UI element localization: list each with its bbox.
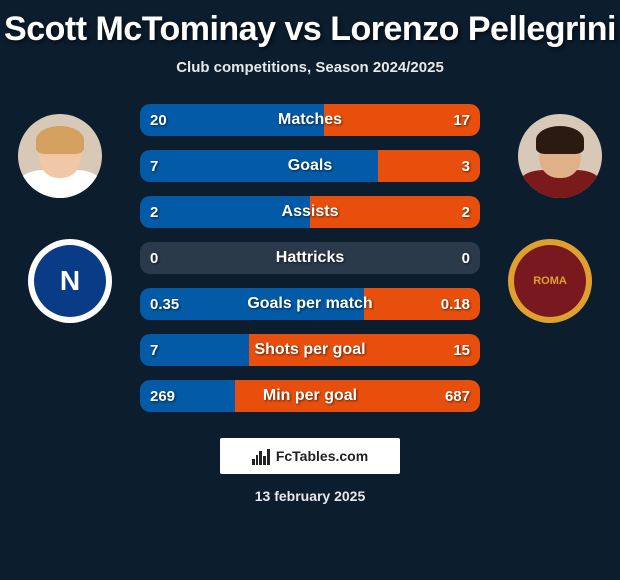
club-letter-left: N <box>60 265 80 297</box>
watermark: FcTables.com <box>220 438 400 474</box>
stat-value-left: 7 <box>150 158 158 175</box>
bars-icon <box>252 447 270 465</box>
club-badge-right: ROMA <box>508 239 592 323</box>
stat-row: 269 Min per goal 687 <box>140 380 480 412</box>
stat-row: 0.35 Goals per match 0.18 <box>140 288 480 320</box>
avatar-hair <box>536 126 584 154</box>
player-right-avatar <box>518 114 602 198</box>
stat-label: Min per goal <box>263 387 357 405</box>
stat-label: Hattricks <box>276 249 344 267</box>
stats-area: N ROMA 20Matches177Goals32Assists20Hattr… <box>0 104 620 412</box>
avatar-hair <box>36 126 84 154</box>
stat-value-right: 687 <box>445 388 470 405</box>
stat-value-left: 0 <box>150 250 158 267</box>
stat-value-right: 15 <box>453 342 470 359</box>
stat-value-right: 3 <box>462 158 470 175</box>
stat-label: Matches <box>278 111 342 129</box>
subtitle: Club competitions, Season 2024/2025 <box>0 59 620 76</box>
stat-row: 2 Assists 2 <box>140 196 480 228</box>
stat-row: 7 Shots per goal 15 <box>140 334 480 366</box>
stat-rows: 20Matches177Goals32Assists20Hattricks00.… <box>140 104 480 412</box>
date-text: 13 february 2025 <box>0 488 620 504</box>
player-left-avatar <box>18 114 102 198</box>
stat-value-left: 0.35 <box>150 296 179 313</box>
club-badge-left-inner: N <box>34 245 106 317</box>
stat-label: Shots per goal <box>254 341 365 359</box>
page-title: Scott McTominay vs Lorenzo Pellegrini <box>0 0 620 49</box>
stat-row: 7 Goals 3 <box>140 150 480 182</box>
stat-row: 20 Matches 17 <box>140 104 480 136</box>
watermark-text: FcTables.com <box>276 448 368 464</box>
stat-value-right: 2 <box>462 204 470 221</box>
stat-value-left: 2 <box>150 204 158 221</box>
club-badge-left: N <box>28 239 112 323</box>
stat-label: Goals per match <box>247 295 372 313</box>
stat-value-right: 17 <box>453 112 470 129</box>
club-letter-right: ROMA <box>533 275 567 287</box>
club-badge-right-inner: ROMA <box>514 245 586 317</box>
stat-value-left: 269 <box>150 388 175 405</box>
stat-value-left: 20 <box>150 112 167 129</box>
stat-value-right: 0.18 <box>441 296 470 313</box>
stat-value-right: 0 <box>462 250 470 267</box>
stat-value-left: 7 <box>150 342 158 359</box>
stat-label: Goals <box>288 157 332 175</box>
bar-left <box>140 150 378 182</box>
stat-row: 0 Hattricks 0 <box>140 242 480 274</box>
stat-label: Assists <box>282 203 339 221</box>
